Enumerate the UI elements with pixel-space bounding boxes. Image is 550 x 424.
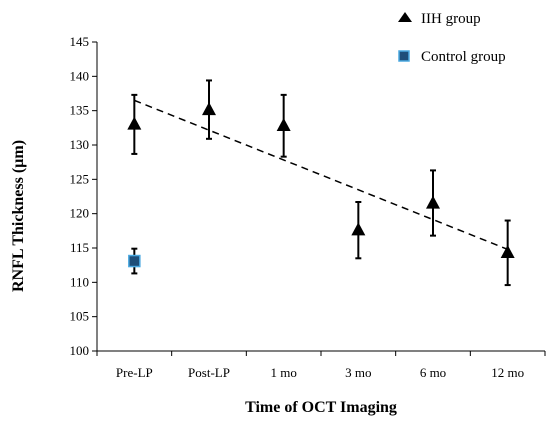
y-tick-label: 130 — [70, 137, 90, 152]
x-axis-ticks: Pre-LP Post-LP 1 mo 3 mo 6 mo 12 mo — [96, 351, 546, 380]
trendline — [134, 99, 508, 251]
legend-label-iih: IIH group — [421, 11, 481, 27]
x-tick-label: Post-LP — [188, 365, 230, 380]
y-axis-ticks: 100 105 110 115 120 125 130 135 140 145 — [70, 34, 97, 358]
x-tick-label: 3 mo — [345, 365, 371, 380]
x-tick-label: Pre-LP — [116, 365, 153, 380]
y-tick-label: 135 — [70, 103, 90, 118]
y-tick-label: 125 — [70, 171, 90, 186]
legend: IIH group Control group — [398, 11, 506, 65]
legend-marker-control — [398, 50, 410, 62]
x-tick-label: 12 mo — [491, 365, 524, 380]
data-point-iih — [202, 102, 216, 116]
data-point-iih — [426, 195, 440, 209]
y-tick-label: 100 — [70, 343, 90, 358]
y-tick-label: 110 — [70, 274, 89, 289]
x-axis-title: Time of OCT Imaging — [245, 399, 397, 416]
legend-marker-iih — [398, 12, 412, 22]
data-point-iih — [500, 245, 515, 259]
x-tick-label: 6 mo — [420, 365, 446, 380]
data-point-iih — [276, 117, 291, 131]
y-tick-label: 115 — [70, 240, 89, 255]
x-tick-label: 1 mo — [270, 365, 296, 380]
data-point-iih — [127, 116, 142, 130]
y-tick-label: 105 — [70, 309, 90, 324]
y-tick-label: 145 — [70, 34, 90, 49]
trendline-group — [134, 99, 508, 251]
data-marks — [127, 79, 515, 287]
data-point-control — [128, 254, 141, 268]
y-tick-label: 120 — [70, 206, 90, 221]
y-tick-label: 140 — [70, 68, 90, 83]
legend-label-control: Control group — [421, 49, 506, 65]
y-axis-title: RNFL Thickness (µm) — [10, 140, 27, 292]
data-point-iih — [351, 222, 366, 236]
